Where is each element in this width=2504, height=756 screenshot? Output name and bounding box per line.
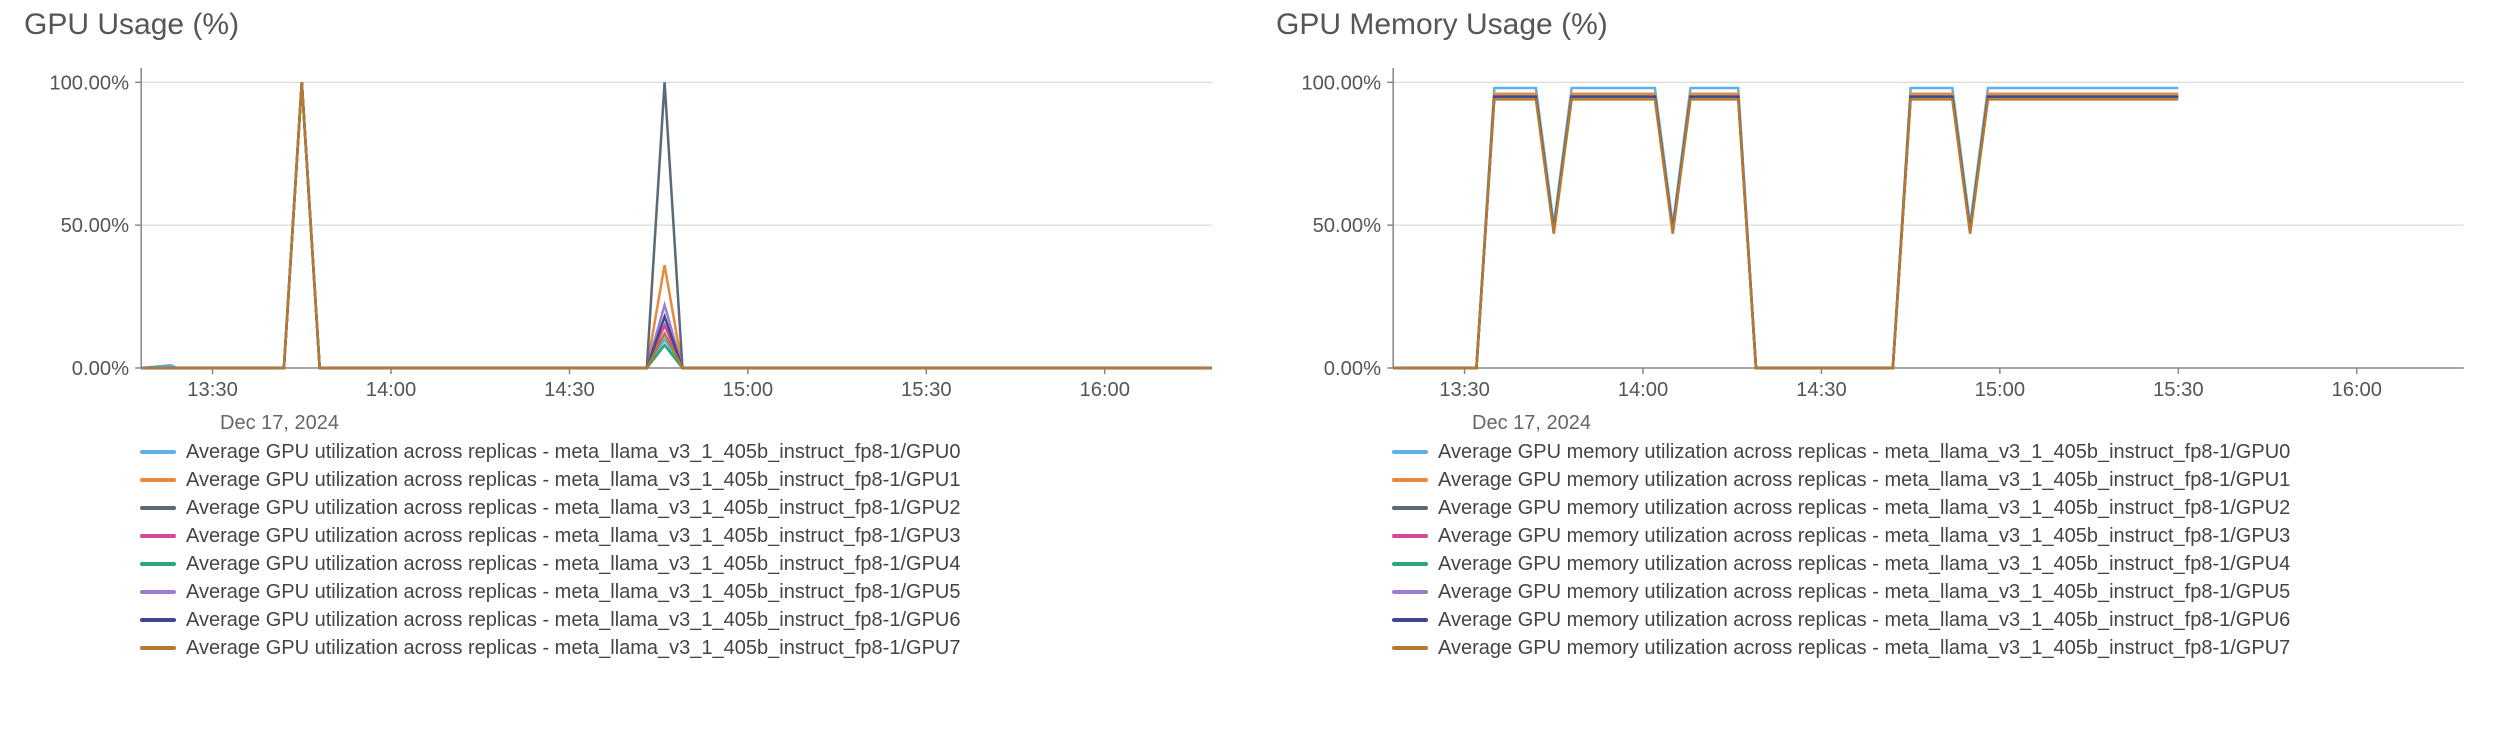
svg-text:14:30: 14:30 [1796,379,1847,401]
legend-item: Average GPU utilization across replicas … [140,637,1232,659]
legend-label: Average GPU utilization across replicas … [186,609,960,631]
chart-title: GPU Usage (%) [24,8,1232,42]
legend-item: Average GPU memory utilization across re… [1392,637,2484,659]
legend-swatch [1392,590,1428,594]
svg-text:15:00: 15:00 [723,379,774,401]
legend-label: Average GPU memory utilization across re… [1438,497,2290,519]
legend: Average GPU utilization across replicas … [140,441,1232,659]
gpu-mem-chart: 0.00% 50.00% 100.00% 13:30 14:00 14:30 15:00 15… [1272,58,2484,408]
gpu-usage-chart: 0.00% 50.00% 100.00% 13:30 14:00 14:30 15:00 15… [20,58,1232,408]
svg-text:15:00: 15:00 [1975,379,2026,401]
dashboard-row: GPU Usage (%) 0.00% 50.00% 100.00% 13:30 14:… [0,0,2504,756]
legend-label: Average GPU utilization across replicas … [186,441,960,463]
legend-label: Average GPU utilization across replicas … [186,637,960,659]
legend-item: Average GPU memory utilization across re… [1392,469,2484,491]
legend-label: Average GPU utilization across replicas … [186,469,960,491]
svg-text:13:30: 13:30 [187,379,238,401]
legend-item: Average GPU memory utilization across re… [1392,581,2484,603]
legend-swatch [1392,506,1428,510]
svg-text:14:00: 14:00 [366,379,417,401]
legend-swatch [140,618,176,622]
gpu-mem-panel: GPU Memory Usage (%) 0.00% 50.00% 100.00% 1… [1252,0,2504,756]
legend-label: Average GPU utilization across replicas … [186,497,960,519]
legend-label: Average GPU utilization across replicas … [186,525,960,547]
svg-text:100.00%: 100.00% [1301,72,1381,94]
legend-item: Average GPU utilization across replicas … [140,469,1232,491]
legend-swatch [140,590,176,594]
legend-swatch [140,646,176,650]
legend-swatch [1392,618,1428,622]
legend: Average GPU memory utilization across re… [1392,441,2484,659]
legend-item: Average GPU utilization across replicas … [140,553,1232,575]
svg-text:14:00: 14:00 [1618,379,1669,401]
svg-text:15:30: 15:30 [901,379,952,401]
legend-label: Average GPU memory utilization across re… [1438,581,2290,603]
legend-item: Average GPU utilization across replicas … [140,609,1232,631]
svg-text:13:30: 13:30 [1439,379,1490,401]
legend-swatch [1392,646,1428,650]
legend-item: Average GPU utilization across replicas … [140,497,1232,519]
svg-text:0.00%: 0.00% [72,358,129,380]
legend-item: Average GPU memory utilization across re… [1392,609,2484,631]
svg-text:50.00%: 50.00% [1313,215,1382,237]
legend-label: Average GPU utilization across replicas … [186,553,960,575]
date-label: Dec 17, 2024 [1472,412,2484,435]
svg-text:16:00: 16:00 [2331,379,2382,401]
legend-swatch [140,534,176,538]
legend-swatch [140,506,176,510]
svg-text:100.00%: 100.00% [49,72,129,94]
legend-swatch [1392,534,1428,538]
legend-swatch [1392,562,1428,566]
legend-label: Average GPU memory utilization across re… [1438,609,2290,631]
legend-label: Average GPU memory utilization across re… [1438,553,2290,575]
legend-item: Average GPU utilization across replicas … [140,581,1232,603]
legend-swatch [140,562,176,566]
legend-label: Average GPU memory utilization across re… [1438,525,2290,547]
legend-swatch [1392,478,1428,482]
date-label: Dec 17, 2024 [220,412,1232,435]
legend-item: Average GPU utilization across replicas … [140,441,1232,463]
legend-label: Average GPU memory utilization across re… [1438,637,2290,659]
legend-label: Average GPU memory utilization across re… [1438,469,2290,491]
legend-item: Average GPU memory utilization across re… [1392,441,2484,463]
legend-label: Average GPU utilization across replicas … [186,581,960,603]
svg-text:0.00%: 0.00% [1324,358,1381,380]
gpu-usage-panel: GPU Usage (%) 0.00% 50.00% 100.00% 13:30 14:… [0,0,1252,756]
legend-label: Average GPU memory utilization across re… [1438,441,2290,463]
legend-swatch [140,478,176,482]
legend-item: Average GPU memory utilization across re… [1392,525,2484,547]
legend-swatch [1392,450,1428,454]
legend-item: Average GPU memory utilization across re… [1392,497,2484,519]
legend-item: Average GPU memory utilization across re… [1392,553,2484,575]
chart-title: GPU Memory Usage (%) [1276,8,2484,42]
legend-item: Average GPU utilization across replicas … [140,525,1232,547]
legend-swatch [140,450,176,454]
svg-text:14:30: 14:30 [544,379,595,401]
svg-text:16:00: 16:00 [1079,379,1130,401]
svg-text:15:30: 15:30 [2153,379,2204,401]
svg-text:50.00%: 50.00% [61,215,130,237]
